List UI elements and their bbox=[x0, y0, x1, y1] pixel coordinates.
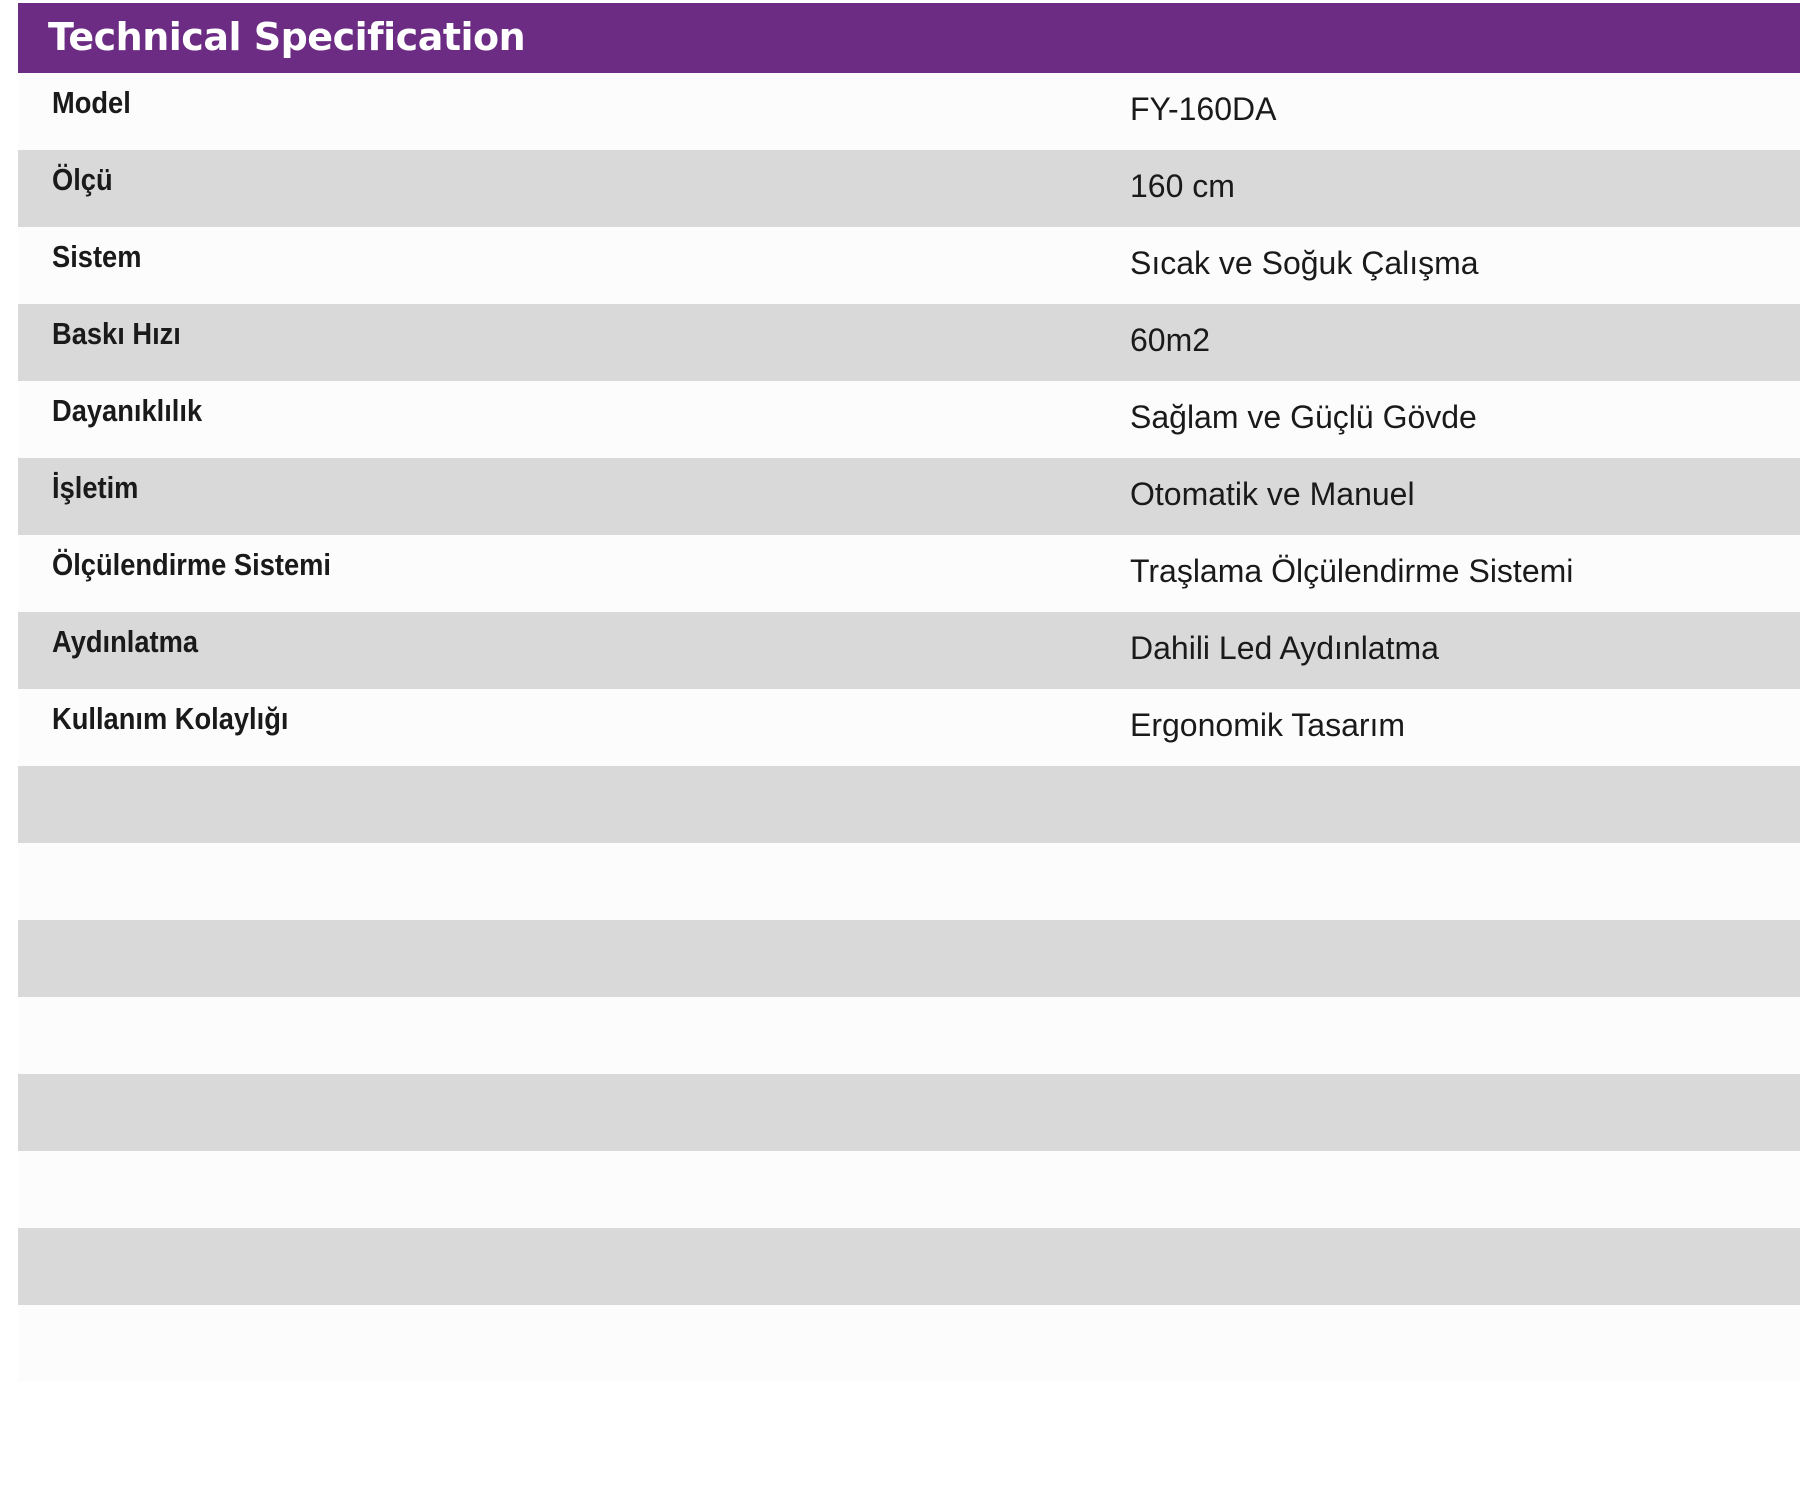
table-row: Sistem Sıcak ve Soğuk Çalışma bbox=[18, 227, 1800, 304]
empty-table-row bbox=[18, 920, 1800, 997]
empty-table-row bbox=[18, 843, 1800, 920]
table-row: Aydınlatma Dahili Led Aydınlatma bbox=[18, 612, 1800, 689]
empty-table-row bbox=[18, 1305, 1800, 1382]
table-row: Ölçü 160 cm bbox=[18, 150, 1800, 227]
spec-label: Ölçülendirme Sistemi bbox=[52, 547, 331, 582]
table-row: Dayanıklılık Sağlam ve Güçlü Gövde bbox=[18, 381, 1800, 458]
empty-table-row bbox=[18, 997, 1800, 1074]
spec-label: İşletim bbox=[52, 470, 139, 505]
page-title: Technical Specification bbox=[48, 15, 526, 59]
spec-label: Model bbox=[52, 85, 131, 120]
spec-value: Ergonomik Tasarım bbox=[1130, 707, 1406, 743]
table-row: Baskı Hızı 60m2 bbox=[18, 304, 1800, 381]
spec-label: Ölçü bbox=[52, 162, 113, 197]
spec-label: Baskı Hızı bbox=[52, 316, 181, 351]
spec-table: Model FY-160DA Ölçü 160 cm Sistem Sıcak ve So… bbox=[18, 73, 1800, 1382]
spec-value: Dahili Led Aydınlatma bbox=[1130, 630, 1439, 666]
spec-label: Dayanıklılık bbox=[52, 393, 203, 428]
table-row: Kullanım Kolaylığı Ergonomik Tasarım bbox=[18, 689, 1800, 766]
spec-value: 60m2 bbox=[1130, 322, 1211, 358]
spec-value: Traşlama Ölçülendirme Sistemi bbox=[1130, 553, 1574, 589]
table-row: Ölçülendirme Sistemi Traşlama Ölçülendirm… bbox=[18, 535, 1800, 612]
spec-value: Sağlam ve Güçlü Gövde bbox=[1130, 399, 1477, 435]
empty-table-row bbox=[18, 1151, 1800, 1228]
spec-value: Sıcak ve Soğuk Çalışma bbox=[1130, 245, 1479, 281]
spec-value: Otomatik ve Manuel bbox=[1130, 476, 1415, 512]
table-row: İşletim Otomatik ve Manuel bbox=[18, 458, 1800, 535]
table-row: Model FY-160DA bbox=[18, 73, 1800, 150]
empty-table-row bbox=[18, 766, 1800, 843]
spec-header: Technical Specification bbox=[18, 3, 1800, 73]
spec-label: Sistem bbox=[52, 239, 142, 274]
empty-table-row bbox=[18, 1228, 1800, 1305]
empty-table-row bbox=[18, 1074, 1800, 1151]
spec-label: Aydınlatma bbox=[52, 624, 199, 659]
spec-value: 160 cm bbox=[1130, 168, 1235, 204]
spec-value: FY-160DA bbox=[1130, 91, 1277, 127]
spec-label: Kullanım Kolaylığı bbox=[52, 701, 289, 736]
